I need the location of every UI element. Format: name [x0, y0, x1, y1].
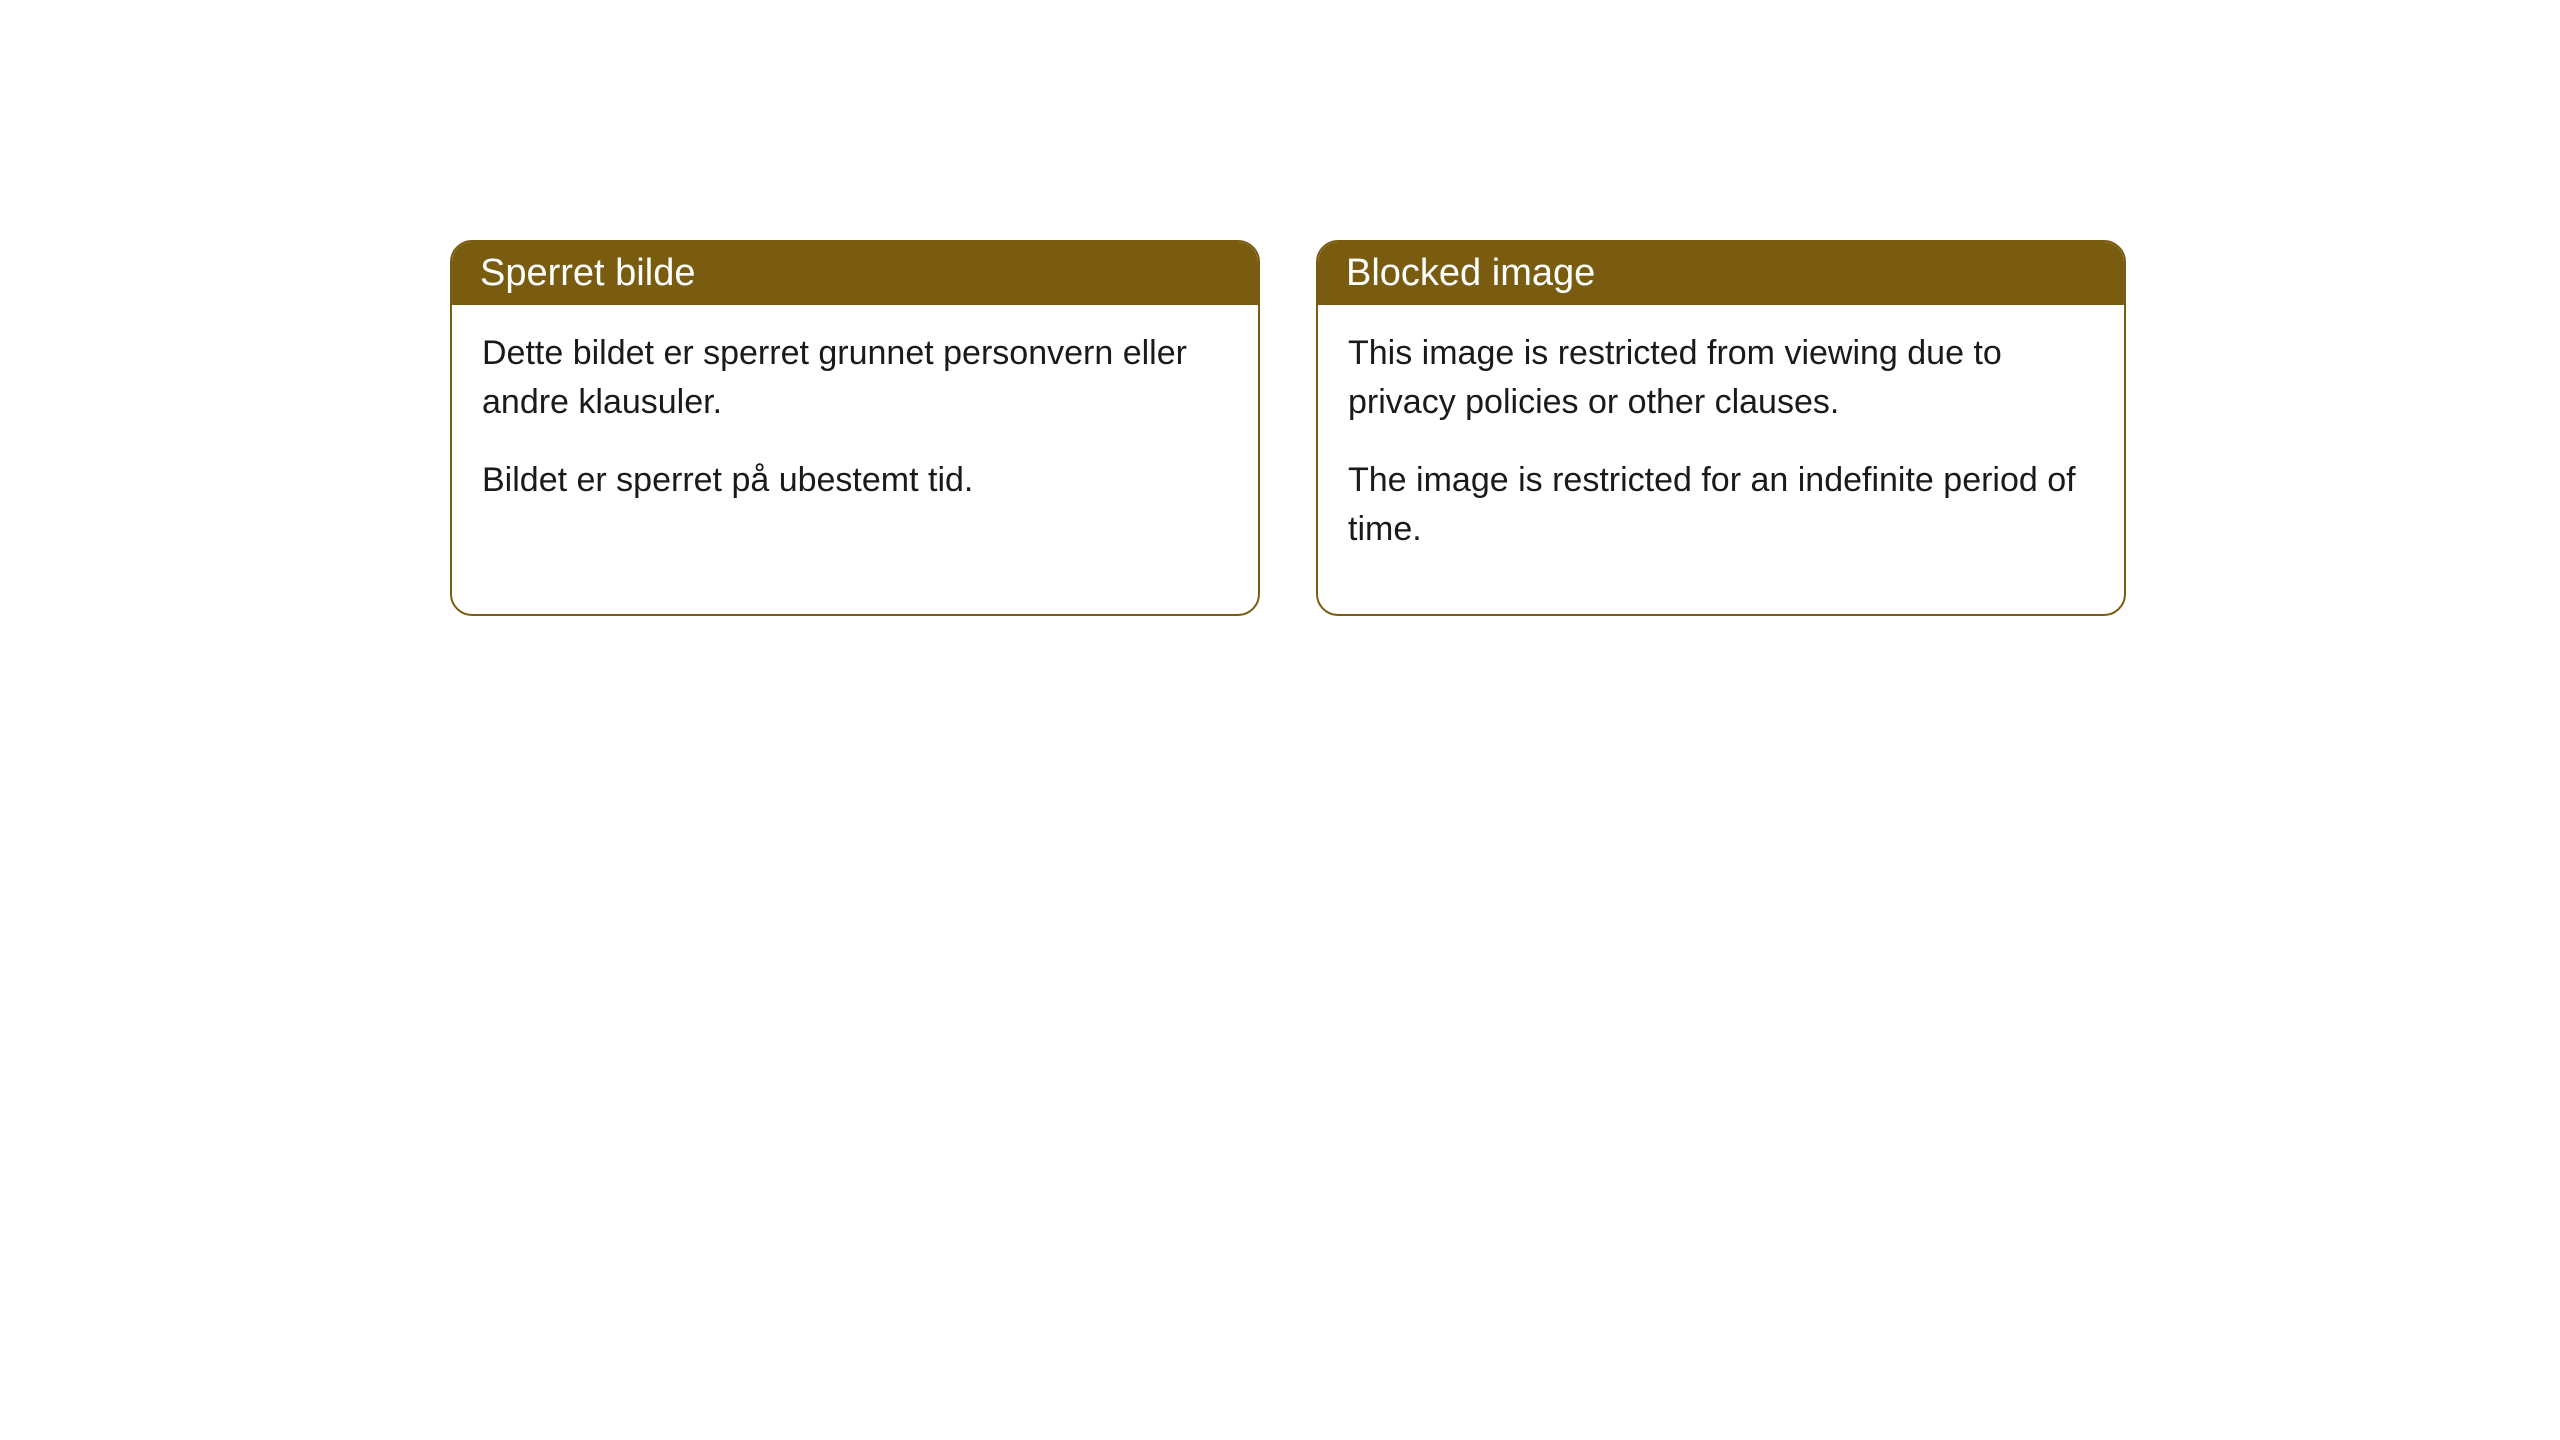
notice-cards-container: Sperret bilde Dette bildet er sperret gr…: [450, 240, 2126, 616]
blocked-image-card-english: Blocked image This image is restricted f…: [1316, 240, 2126, 616]
card-paragraph: This image is restricted from viewing du…: [1348, 329, 2094, 428]
card-header: Blocked image: [1318, 242, 2124, 305]
card-paragraph: The image is restricted for an indefinit…: [1348, 456, 2094, 555]
card-title: Sperret bilde: [480, 252, 695, 294]
card-body: This image is restricted from viewing du…: [1318, 305, 2124, 614]
card-paragraph: Bildet er sperret på ubestemt tid.: [482, 456, 1228, 505]
card-title: Blocked image: [1346, 252, 1595, 294]
card-header: Sperret bilde: [452, 242, 1258, 305]
card-body: Dette bildet er sperret grunnet personve…: [452, 305, 1258, 565]
blocked-image-card-norwegian: Sperret bilde Dette bildet er sperret gr…: [450, 240, 1260, 616]
card-paragraph: Dette bildet er sperret grunnet personve…: [482, 329, 1228, 428]
